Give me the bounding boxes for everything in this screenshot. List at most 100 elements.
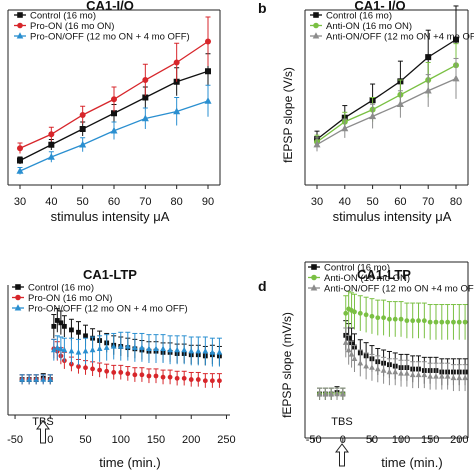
legend-label: Pro-ON (16 mo ON): [30, 21, 114, 32]
x-tick-label: 60: [394, 196, 406, 208]
data-point: [369, 112, 377, 120]
data-point: [345, 346, 352, 353]
data-point: [452, 36, 459, 43]
data-point: [416, 318, 421, 324]
data-point: [48, 141, 55, 148]
legend-marker: [311, 274, 317, 281]
x-axis-label: stimulus intensity μA: [51, 209, 170, 224]
y-axis-label: fEPSP slope (V/s): [281, 67, 295, 163]
data-point: [79, 126, 86, 133]
data-point: [217, 378, 222, 384]
data-point: [188, 377, 194, 382]
data-point: [439, 319, 445, 325]
data-point: [334, 390, 340, 397]
data-point: [363, 362, 369, 369]
data-point: [450, 374, 457, 381]
data-point: [61, 346, 68, 353]
x-tick-label: 30: [14, 196, 26, 208]
legend-label: Pro-ON/OFF (12 mo ON + 4 mo OFF): [30, 32, 190, 43]
data-point: [16, 145, 23, 152]
data-point: [141, 114, 149, 122]
data-point: [209, 349, 216, 355]
panel-letter: d: [258, 278, 267, 294]
x-tick-label: 70: [422, 196, 434, 208]
series-3: [313, 57, 460, 152]
data-point: [111, 96, 118, 103]
data-point: [47, 153, 55, 160]
data-point: [132, 372, 138, 378]
data-point: [404, 370, 410, 376]
data-point: [427, 373, 434, 379]
data-point: [445, 319, 451, 325]
legend-marker: [17, 22, 23, 29]
series-2: [317, 290, 468, 400]
arrow-shape: [36, 420, 50, 444]
panel-c-ltp: CA1-LTP TBS time (min.) -500501001502002…: [7, 267, 236, 470]
data-point: [57, 345, 64, 352]
panel-title: CA1-LTP: [83, 267, 137, 282]
data-point: [174, 375, 180, 381]
data-point: [61, 323, 67, 329]
legend-marker: [313, 12, 319, 18]
data-point: [425, 54, 432, 61]
x-tick-label: 100: [392, 434, 410, 446]
legend-label: Pro-ON/OFF (12 mo ON + 4 mo OFF): [28, 304, 188, 315]
legend-marker: [313, 22, 319, 29]
data-point: [117, 343, 124, 349]
data-point: [398, 370, 404, 376]
series-3: [19, 331, 223, 385]
data-point: [33, 376, 40, 382]
legend-marker: [311, 264, 317, 270]
data-point: [392, 368, 399, 375]
data-point: [216, 349, 223, 355]
data-point: [375, 315, 381, 321]
data-point: [188, 347, 195, 354]
x-tick-label: 40: [339, 196, 351, 208]
data-point: [444, 373, 451, 379]
legend: Control (16 mo)Pro-ON (16 mo ON)Pro-ON/O…: [12, 283, 188, 315]
data-point: [195, 347, 202, 354]
x-tick-label: 250: [217, 434, 235, 446]
data-point: [97, 367, 103, 373]
data-point: [104, 368, 110, 374]
series-2: [16, 16, 211, 154]
legend-label: Anti-ON/OFF (12 mo ON +4 mo OFF): [326, 32, 474, 43]
data-point: [79, 140, 87, 148]
legend-label: Control (16 mo): [28, 283, 94, 294]
legend-marker: [310, 284, 318, 291]
data-point: [103, 344, 110, 350]
legend-marker: [16, 32, 24, 39]
data-point: [410, 318, 416, 324]
x-axis-label: stimulus intensity μA: [333, 209, 452, 224]
data-point: [139, 372, 145, 378]
data-point: [181, 375, 187, 381]
series-line: [316, 39, 457, 140]
data-point: [146, 373, 152, 379]
data-point: [386, 368, 393, 375]
x-tick-label: 0: [47, 434, 53, 446]
legend-label: Control (16 mo): [30, 11, 96, 22]
data-point: [427, 319, 433, 325]
data-point: [40, 376, 47, 382]
data-point: [369, 364, 375, 370]
data-point: [83, 333, 88, 339]
x-tick-label: 0: [340, 434, 346, 446]
series-1: [317, 320, 468, 400]
data-point: [456, 319, 462, 325]
plot-area: 30 40 50 60 70 80 90: [7, 9, 221, 208]
data-point: [204, 97, 212, 104]
data-point: [153, 373, 159, 379]
data-point: [142, 77, 149, 84]
data-point: [438, 373, 445, 379]
panel-d-ltp: d CA1-LTP fEPSP slope (mV/s) TBS time (m…: [258, 261, 474, 470]
legend-label: Pro-ON (16 mo ON): [28, 293, 112, 304]
data-point: [313, 140, 321, 148]
data-point: [47, 376, 54, 382]
series-line: [316, 64, 457, 143]
legend-label: Control (16 mo): [324, 263, 390, 274]
data-point: [76, 329, 81, 335]
legend-label: Anti-ON (16 mo ON): [324, 273, 410, 284]
data-point: [174, 346, 181, 353]
data-point: [90, 366, 95, 372]
data-point: [462, 319, 468, 325]
